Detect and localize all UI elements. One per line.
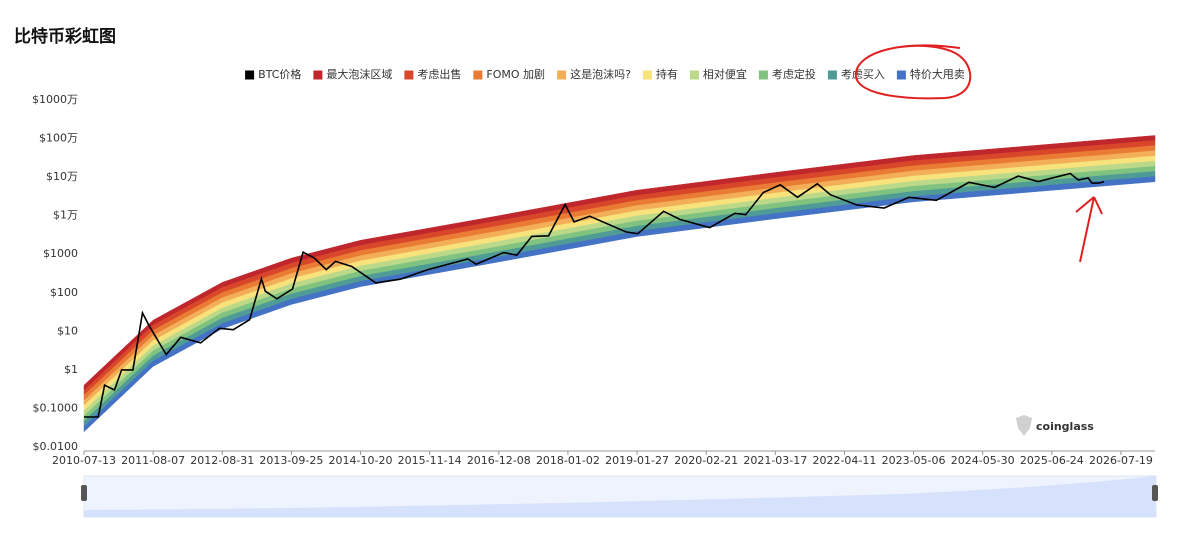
legend-swatch [758,70,768,80]
legend-swatch [689,70,699,80]
x-tick-label: 2010-07-13 [52,454,116,467]
legend-label: 相对便宜 [703,67,747,81]
legend-label: 考虑定投 [772,67,816,81]
legend-label: 这是泡沫吗? [570,67,631,81]
legend-swatch [642,70,652,80]
x-tick-label: 2019-01-27 [605,454,669,467]
zoom-handle[interactable] [1152,485,1158,501]
x-tick-label: 2014-10-20 [329,454,393,467]
watermark-logo [1016,415,1032,436]
zoom-preview [84,476,1156,517]
zoom-handle[interactable] [81,485,87,501]
x-tick-label: 2011-08-07 [121,454,185,467]
x-tick-label: 2015-11-14 [398,454,462,467]
x-tick-label: 2016-12-08 [467,454,531,467]
legend-label: 特价大甩卖 [910,67,965,81]
data-zoom[interactable] [81,475,1158,518]
x-tick-label: 2021-03-17 [743,454,807,467]
y-tick-label: $1000万 [32,93,78,106]
x-tick-label: 2023-05-06 [882,454,946,467]
legend-item[interactable]: 考虑出售 [404,67,461,81]
y-tick-label: $10 [57,324,78,337]
annotation-arrow [1075,196,1103,263]
x-tick-label: 2020-02-21 [674,454,738,467]
watermark: coinglass [1036,420,1094,433]
y-tick-label: $1000 [43,247,78,260]
legend-item[interactable]: 考虑买入 [827,68,885,81]
legend-swatch [557,70,567,80]
legend-swatch [245,70,255,80]
legend-item[interactable]: 这是泡沫吗? [557,67,631,81]
price-line [84,172,1105,418]
legend-label: 考虑出售 [417,67,461,81]
legend-label: 持有 [656,67,678,81]
legend-swatch [827,70,837,80]
x-tick-label: 2024-05-30 [951,454,1015,467]
y-tick-label: $1万 [53,209,78,222]
legend-swatch [896,70,906,80]
legend-label: BTC价格 [258,67,301,81]
annotation-circle [854,44,972,100]
y-tick-label: $1 [64,363,78,376]
legend-item[interactable]: 特价大甩卖 [896,67,965,81]
y-tick-label: $100 [50,286,78,299]
legend-label: 最大泡沫区域 [326,67,392,81]
legend-swatch [473,70,483,80]
y-tick-label: $0.1000 [33,401,79,414]
legend-item[interactable]: 最大泡沫区域 [313,67,392,81]
x-tick-label: 2025-06-24 [1020,454,1084,467]
x-tick-label: 2012-08-31 [190,454,254,467]
legend-swatch [313,70,323,80]
x-tick-label: 2022-04-11 [812,454,876,467]
x-tick-label: 2026-07-19 [1089,454,1153,467]
plot-area: $0.0100 $0.1000 $1 $10 $100 $1000 $1万 $10万 $100万… [32,93,1156,467]
legend-item[interactable]: BTC价格 [245,67,301,81]
y-tick-label: $100万 [39,132,78,145]
rainbow-band [83,176,1156,433]
legend-swatch [404,70,414,80]
legend-item[interactable]: 相对便宜 [689,67,747,81]
legend-label: FOMO 加剧 [486,68,545,81]
y-tick-label: $10万 [46,170,78,183]
legend-item[interactable]: FOMO 加剧 [473,68,545,81]
legend: BTC价格 最大泡沫区域 考虑出售 FOMO 加剧 这是泡沫吗? 持有 相对便宜 考虑定投 考虑… [245,67,965,81]
y-tick-label: $0.0100 [33,440,79,453]
x-tick-label: 2013-09-25 [259,454,323,467]
x-tick-label: 2018-01-02 [536,454,600,467]
chart-title: 比特币彩虹图 [14,26,116,47]
legend-item[interactable]: 持有 [642,67,678,81]
legend-item[interactable]: 考虑定投 [758,67,816,81]
legend-label: 考虑买入 [841,68,885,81]
